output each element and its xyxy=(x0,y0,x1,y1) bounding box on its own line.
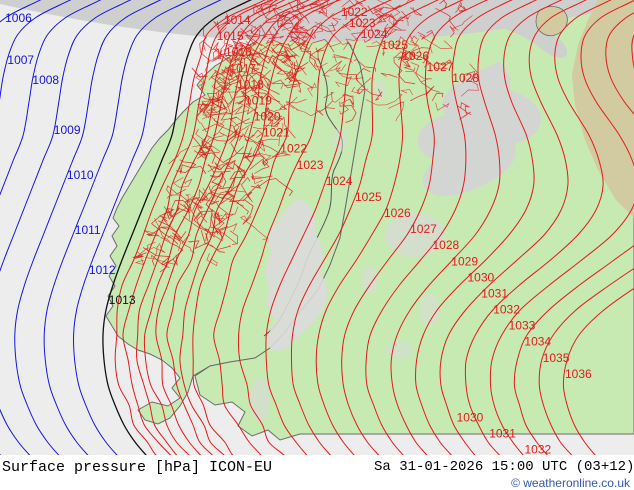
svg-text:1011: 1011 xyxy=(75,223,101,237)
svg-text:1023: 1023 xyxy=(297,158,324,172)
svg-text:1026: 1026 xyxy=(384,206,411,220)
svg-text:1027: 1027 xyxy=(410,222,437,236)
svg-text:1026: 1026 xyxy=(402,49,429,63)
svg-text:1024: 1024 xyxy=(326,174,353,188)
svg-text:1008: 1008 xyxy=(32,73,59,87)
svg-text:1017: 1017 xyxy=(229,61,256,75)
svg-text:1009: 1009 xyxy=(54,123,81,137)
svg-text:1019: 1019 xyxy=(245,93,272,107)
svg-text:1013: 1013 xyxy=(109,293,136,307)
svg-text:1016: 1016 xyxy=(225,45,252,59)
svg-text:1032: 1032 xyxy=(493,303,520,317)
svg-text:1007: 1007 xyxy=(7,53,34,67)
svg-text:1034: 1034 xyxy=(524,335,551,349)
svg-text:1027: 1027 xyxy=(427,60,454,74)
svg-text:1020: 1020 xyxy=(254,110,281,124)
svg-text:1031: 1031 xyxy=(489,427,516,441)
svg-text:1030: 1030 xyxy=(468,270,495,284)
svg-text:1033: 1033 xyxy=(509,319,536,333)
svg-text:1029: 1029 xyxy=(451,254,478,268)
svg-text:1006: 1006 xyxy=(5,11,32,25)
svg-text:1018: 1018 xyxy=(237,77,264,91)
svg-text:1031: 1031 xyxy=(481,287,508,301)
svg-text:1035: 1035 xyxy=(543,351,570,365)
svg-text:1028: 1028 xyxy=(452,71,479,85)
svg-text:1022: 1022 xyxy=(280,142,307,156)
svg-text:1030: 1030 xyxy=(457,410,484,424)
svg-text:1012: 1012 xyxy=(89,263,116,277)
svg-text:1014: 1014 xyxy=(224,13,251,27)
svg-text:1010: 1010 xyxy=(67,168,94,182)
svg-text:1015: 1015 xyxy=(217,29,244,43)
svg-text:1021: 1021 xyxy=(263,126,290,140)
svg-text:1036: 1036 xyxy=(565,367,592,381)
svg-text:1028: 1028 xyxy=(433,238,460,252)
svg-text:1025: 1025 xyxy=(355,190,382,204)
